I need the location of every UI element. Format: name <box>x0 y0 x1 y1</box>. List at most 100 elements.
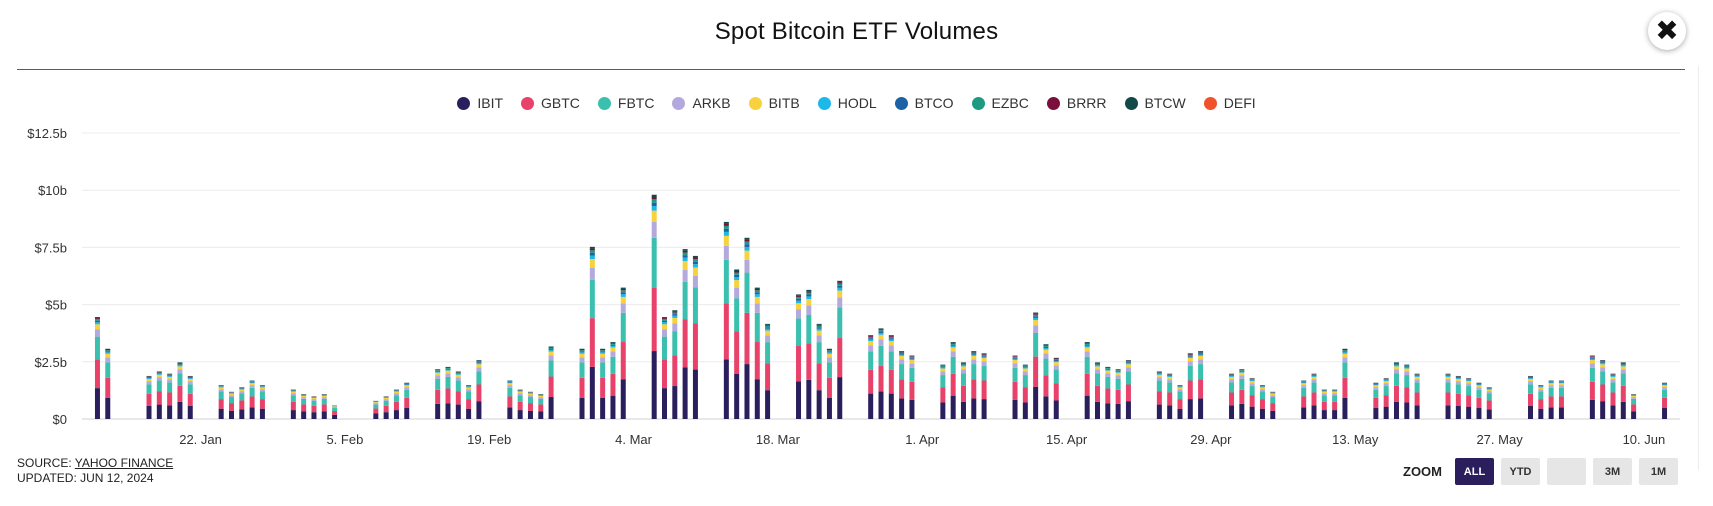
bar-segment-gbtc[interactable] <box>589 318 595 367</box>
bar-segment-btco[interactable] <box>1249 379 1255 381</box>
bar-segment-btco[interactable] <box>806 294 812 297</box>
bar-segment-bitb[interactable] <box>383 397 389 400</box>
bar-segment-ibit[interactable] <box>1373 408 1379 419</box>
bar-segment-btco[interactable] <box>1115 370 1121 372</box>
bar-segment-gbtc[interactable] <box>1115 389 1121 404</box>
bar-segment-hodl[interactable] <box>1095 365 1101 367</box>
bar-segment-btco[interactable] <box>796 298 802 301</box>
bar-segment-gbtc[interactable] <box>1383 395 1389 407</box>
bar-segment-btco[interactable] <box>1084 344 1090 346</box>
bar-segment-brrr[interactable] <box>1404 365 1410 366</box>
bar-segment-gbtc[interactable] <box>754 342 760 380</box>
bar-segment-fbtc[interactable] <box>1610 382 1616 393</box>
bar-segment-ezbc[interactable] <box>1229 374 1235 376</box>
bar-segment-ibit[interactable] <box>445 403 451 419</box>
bar-segment-ezbc[interactable] <box>1383 379 1389 380</box>
bar-segment-fbtc[interactable] <box>806 314 812 344</box>
bar-segment-ezbc[interactable] <box>1043 345 1049 347</box>
bar-segment-arkb[interactable] <box>868 345 874 352</box>
bar-segment-gbtc[interactable] <box>1198 379 1204 399</box>
bar-segment-btco[interactable] <box>1466 379 1472 381</box>
bar-segment-fbtc[interactable] <box>1301 387 1307 397</box>
bar-segment-arkb[interactable] <box>1342 357 1348 363</box>
bar-segment-btco[interactable] <box>146 377 152 379</box>
bar-segment-gbtc[interactable] <box>1156 391 1162 405</box>
bar-segment-ezbc[interactable] <box>765 325 771 328</box>
bar-segment-gbtc[interactable] <box>1084 373 1090 396</box>
bar-segment-bitb[interactable] <box>1662 385 1668 388</box>
bar-segment-arkb[interactable] <box>1600 367 1606 372</box>
bar-segment-gbtc[interactable] <box>940 387 946 403</box>
bar-segment-bitb[interactable] <box>1445 376 1451 380</box>
bar-segment-btcw[interactable] <box>868 335 874 337</box>
bar-segment-gbtc[interactable] <box>1033 356 1039 387</box>
bar-segment-ibit[interactable] <box>1589 399 1595 419</box>
bar-segment-arkb[interactable] <box>888 345 894 352</box>
bar-segment-bitb[interactable] <box>373 402 379 404</box>
bar-segment-brrr[interactable] <box>816 324 822 326</box>
bar-segment-fbtc[interactable] <box>105 362 111 378</box>
bar-segment-brrr[interactable] <box>1589 356 1595 357</box>
bar-segment-gbtc[interactable] <box>538 404 544 412</box>
bar-segment-ezbc[interactable] <box>1558 381 1564 382</box>
bar-segment-gbtc[interactable] <box>672 355 678 387</box>
bar-segment-arkb[interactable] <box>94 329 100 337</box>
bar-segment-gbtc[interactable] <box>383 405 389 413</box>
bar-segment-btcw[interactable] <box>105 348 111 350</box>
bar-segment-hodl[interactable] <box>538 395 544 396</box>
bar-segment-arkb[interactable] <box>1259 389 1265 392</box>
bar-segment-ezbc[interactable] <box>1198 352 1204 354</box>
bar-segment-bitb[interactable] <box>167 376 173 380</box>
bar-segment-arkb[interactable] <box>1095 369 1101 374</box>
bar-segment-bitb[interactable] <box>1053 362 1059 366</box>
bar-segment-brrr[interactable] <box>765 324 771 326</box>
bar-segment-btcw[interactable] <box>589 246 595 249</box>
bar-segment-brrr[interactable] <box>1115 369 1121 371</box>
bar-segment-btcw[interactable] <box>1393 362 1399 363</box>
bar-segment-btco[interactable] <box>1610 375 1616 376</box>
bar-segment-bitb[interactable] <box>332 406 338 408</box>
bar-segment-bitb[interactable] <box>1084 347 1090 352</box>
bar-segment-ibit[interactable] <box>259 408 265 419</box>
bar-segment-gbtc[interactable] <box>1373 397 1379 409</box>
bar-segment-fbtc[interactable] <box>1466 386 1472 396</box>
bar-segment-btcw[interactable] <box>1187 353 1193 354</box>
bar-segment-bitb[interactable] <box>754 296 760 304</box>
bar-segment-fbtc[interactable] <box>1589 367 1595 382</box>
bar-segment-gbtc[interactable] <box>1270 403 1276 411</box>
bar-segment-brrr[interactable] <box>1187 353 1193 355</box>
bar-segment-arkb[interactable] <box>404 387 410 390</box>
bar-segment-arkb[interactable] <box>826 357 832 363</box>
bar-segment-ibit[interactable] <box>878 391 884 419</box>
bar-segment-hodl[interactable] <box>734 277 740 281</box>
bar-segment-gbtc[interactable] <box>651 287 657 352</box>
bar-segment-fbtc[interactable] <box>393 395 399 402</box>
zoom-button-3m[interactable]: 3M <box>1593 458 1632 485</box>
bar-segment-btcw[interactable] <box>723 221 729 224</box>
bar-segment-hodl[interactable] <box>1105 369 1111 371</box>
bar-segment-fbtc[interactable] <box>950 356 956 374</box>
bar-segment-ezbc[interactable] <box>579 350 585 352</box>
bar-segment-fbtc[interactable] <box>1383 386 1389 396</box>
bar-segment-brrr[interactable] <box>105 349 111 351</box>
bar-segment-hodl[interactable] <box>1053 360 1059 363</box>
bar-segment-bitb[interactable] <box>1270 393 1276 396</box>
bar-segment-arkb[interactable] <box>1538 389 1544 392</box>
bar-segment-gbtc[interactable] <box>301 404 307 412</box>
bar-segment-btcw[interactable] <box>445 366 451 368</box>
bar-segment-gbtc[interactable] <box>1259 399 1265 409</box>
bar-segment-bitb[interactable] <box>527 393 533 396</box>
bar-segment-btcw[interactable] <box>1125 360 1131 361</box>
bar-segment-arkb[interactable] <box>1187 361 1193 366</box>
bar-segment-arkb[interactable] <box>950 351 956 357</box>
bar-segment-bitb[interactable] <box>878 334 884 340</box>
bar-segment-ezbc[interactable] <box>1528 376 1534 378</box>
bar-segment-bitb[interactable] <box>734 280 740 288</box>
bar-segment-gbtc[interactable] <box>1455 393 1461 406</box>
bar-segment-ezbc[interactable] <box>187 376 193 378</box>
bar-segment-ibit[interactable] <box>940 402 946 419</box>
bar-segment-arkb[interactable] <box>692 275 698 288</box>
bar-segment-bitb[interactable] <box>146 379 152 382</box>
bar-segment-bitb[interactable] <box>1022 368 1028 372</box>
bar-segment-hodl[interactable] <box>1167 375 1173 377</box>
